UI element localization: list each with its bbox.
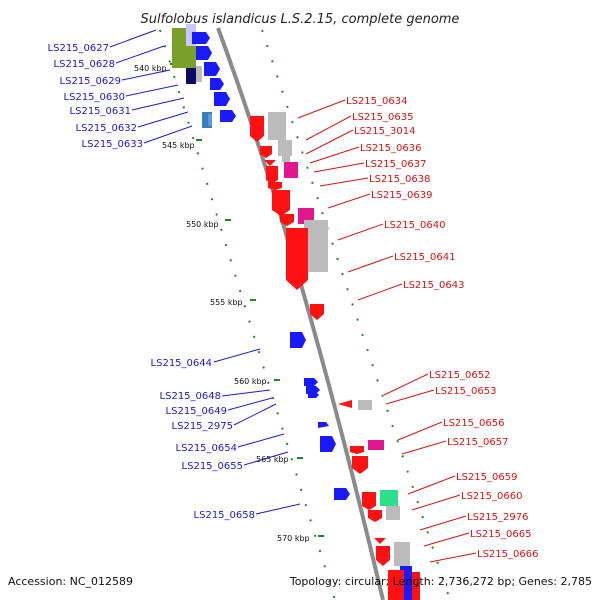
scale-label-565: 565 kbp [256, 455, 289, 464]
scale-label-560: 560 kbp [234, 377, 267, 386]
gene-label-LS215_0631: LS215_0631 [70, 106, 131, 117]
gene-label-LS215_0658: LS215_0658 [194, 510, 255, 521]
gene-label-LS215_0657: LS215_0657 [447, 437, 508, 448]
gene-label-LS215_0627: LS215_0627 [48, 43, 109, 54]
reverse-gene-features [250, 112, 420, 600]
gene-label-LS215_0628: LS215_0628 [54, 59, 115, 70]
gene-label-LS215_0637: LS215_0637 [365, 159, 426, 170]
gene-label-LS215_0660: LS215_0660 [461, 491, 522, 502]
scale-label-570: 570 kbp [277, 534, 310, 543]
gene-label-LS215_2976: LS215_2976 [467, 512, 528, 523]
gene-label-LS215_0629: LS215_0629 [60, 76, 121, 87]
gene-label-LS215_0639: LS215_0639 [371, 190, 432, 201]
gene-label-LS215_0666: LS215_0666 [477, 549, 538, 560]
scale-label-555: 555 kbp [210, 298, 243, 307]
gene-label-LS215_0649: LS215_0649 [166, 406, 227, 417]
scale-label-550: 550 kbp [186, 220, 219, 229]
map-title: Sulfolobus islandicus L.S.2.15, complete… [141, 12, 460, 27]
gene-label-LS215_3014: LS215_3014 [354, 126, 415, 137]
gene-label-LS215_0652: LS215_0652 [429, 370, 490, 381]
gene-label-LS215_0644: LS215_0644 [151, 358, 212, 369]
gene-label-LS215_0665: LS215_0665 [470, 529, 531, 540]
forward-gene-features [172, 24, 412, 600]
scale-label-545: 545 kbp [162, 141, 195, 150]
gene-label-LS215_0634: LS215_0634 [346, 96, 407, 107]
inner-ruler-track [159, 29, 336, 600]
gene-label-LS215_0633: LS215_0633 [82, 139, 143, 150]
left-gene-labels [109, 29, 301, 515]
gene-label-LS215_0635: LS215_0635 [352, 112, 413, 123]
accession-text: Accession: NC_012589 [8, 575, 133, 588]
scale-ticks [170, 63, 324, 537]
gene-label-LS215_0632: LS215_0632 [76, 123, 137, 134]
gene-label-LS215_0640: LS215_0640 [384, 220, 445, 231]
scale-label-540: 540 kbp [134, 64, 167, 73]
gene-label-LS215_0630: LS215_0630 [64, 92, 125, 103]
gene-label-LS215_0648: LS215_0648 [160, 391, 221, 402]
gene-label-LS215_2975: LS215_2975 [172, 421, 233, 432]
gene-label-LS215_0643: LS215_0643 [403, 280, 464, 291]
gene-label-LS215_0636: LS215_0636 [360, 143, 421, 154]
gene-label-LS215_0653: LS215_0653 [435, 386, 496, 397]
gene-label-LS215_0659: LS215_0659 [456, 472, 517, 483]
right-gene-labels [297, 99, 477, 563]
gene-label-LS215_0641: LS215_0641 [394, 252, 455, 263]
topology-text: Topology: circular; Length: 2,736,272 bp… [289, 575, 592, 588]
gene-label-LS215_0655: LS215_0655 [182, 461, 243, 472]
gene-label-LS215_0656: LS215_0656 [443, 418, 504, 429]
gene-label-LS215_0638: LS215_0638 [369, 174, 430, 185]
gene-label-LS215_0654: LS215_0654 [176, 443, 237, 454]
